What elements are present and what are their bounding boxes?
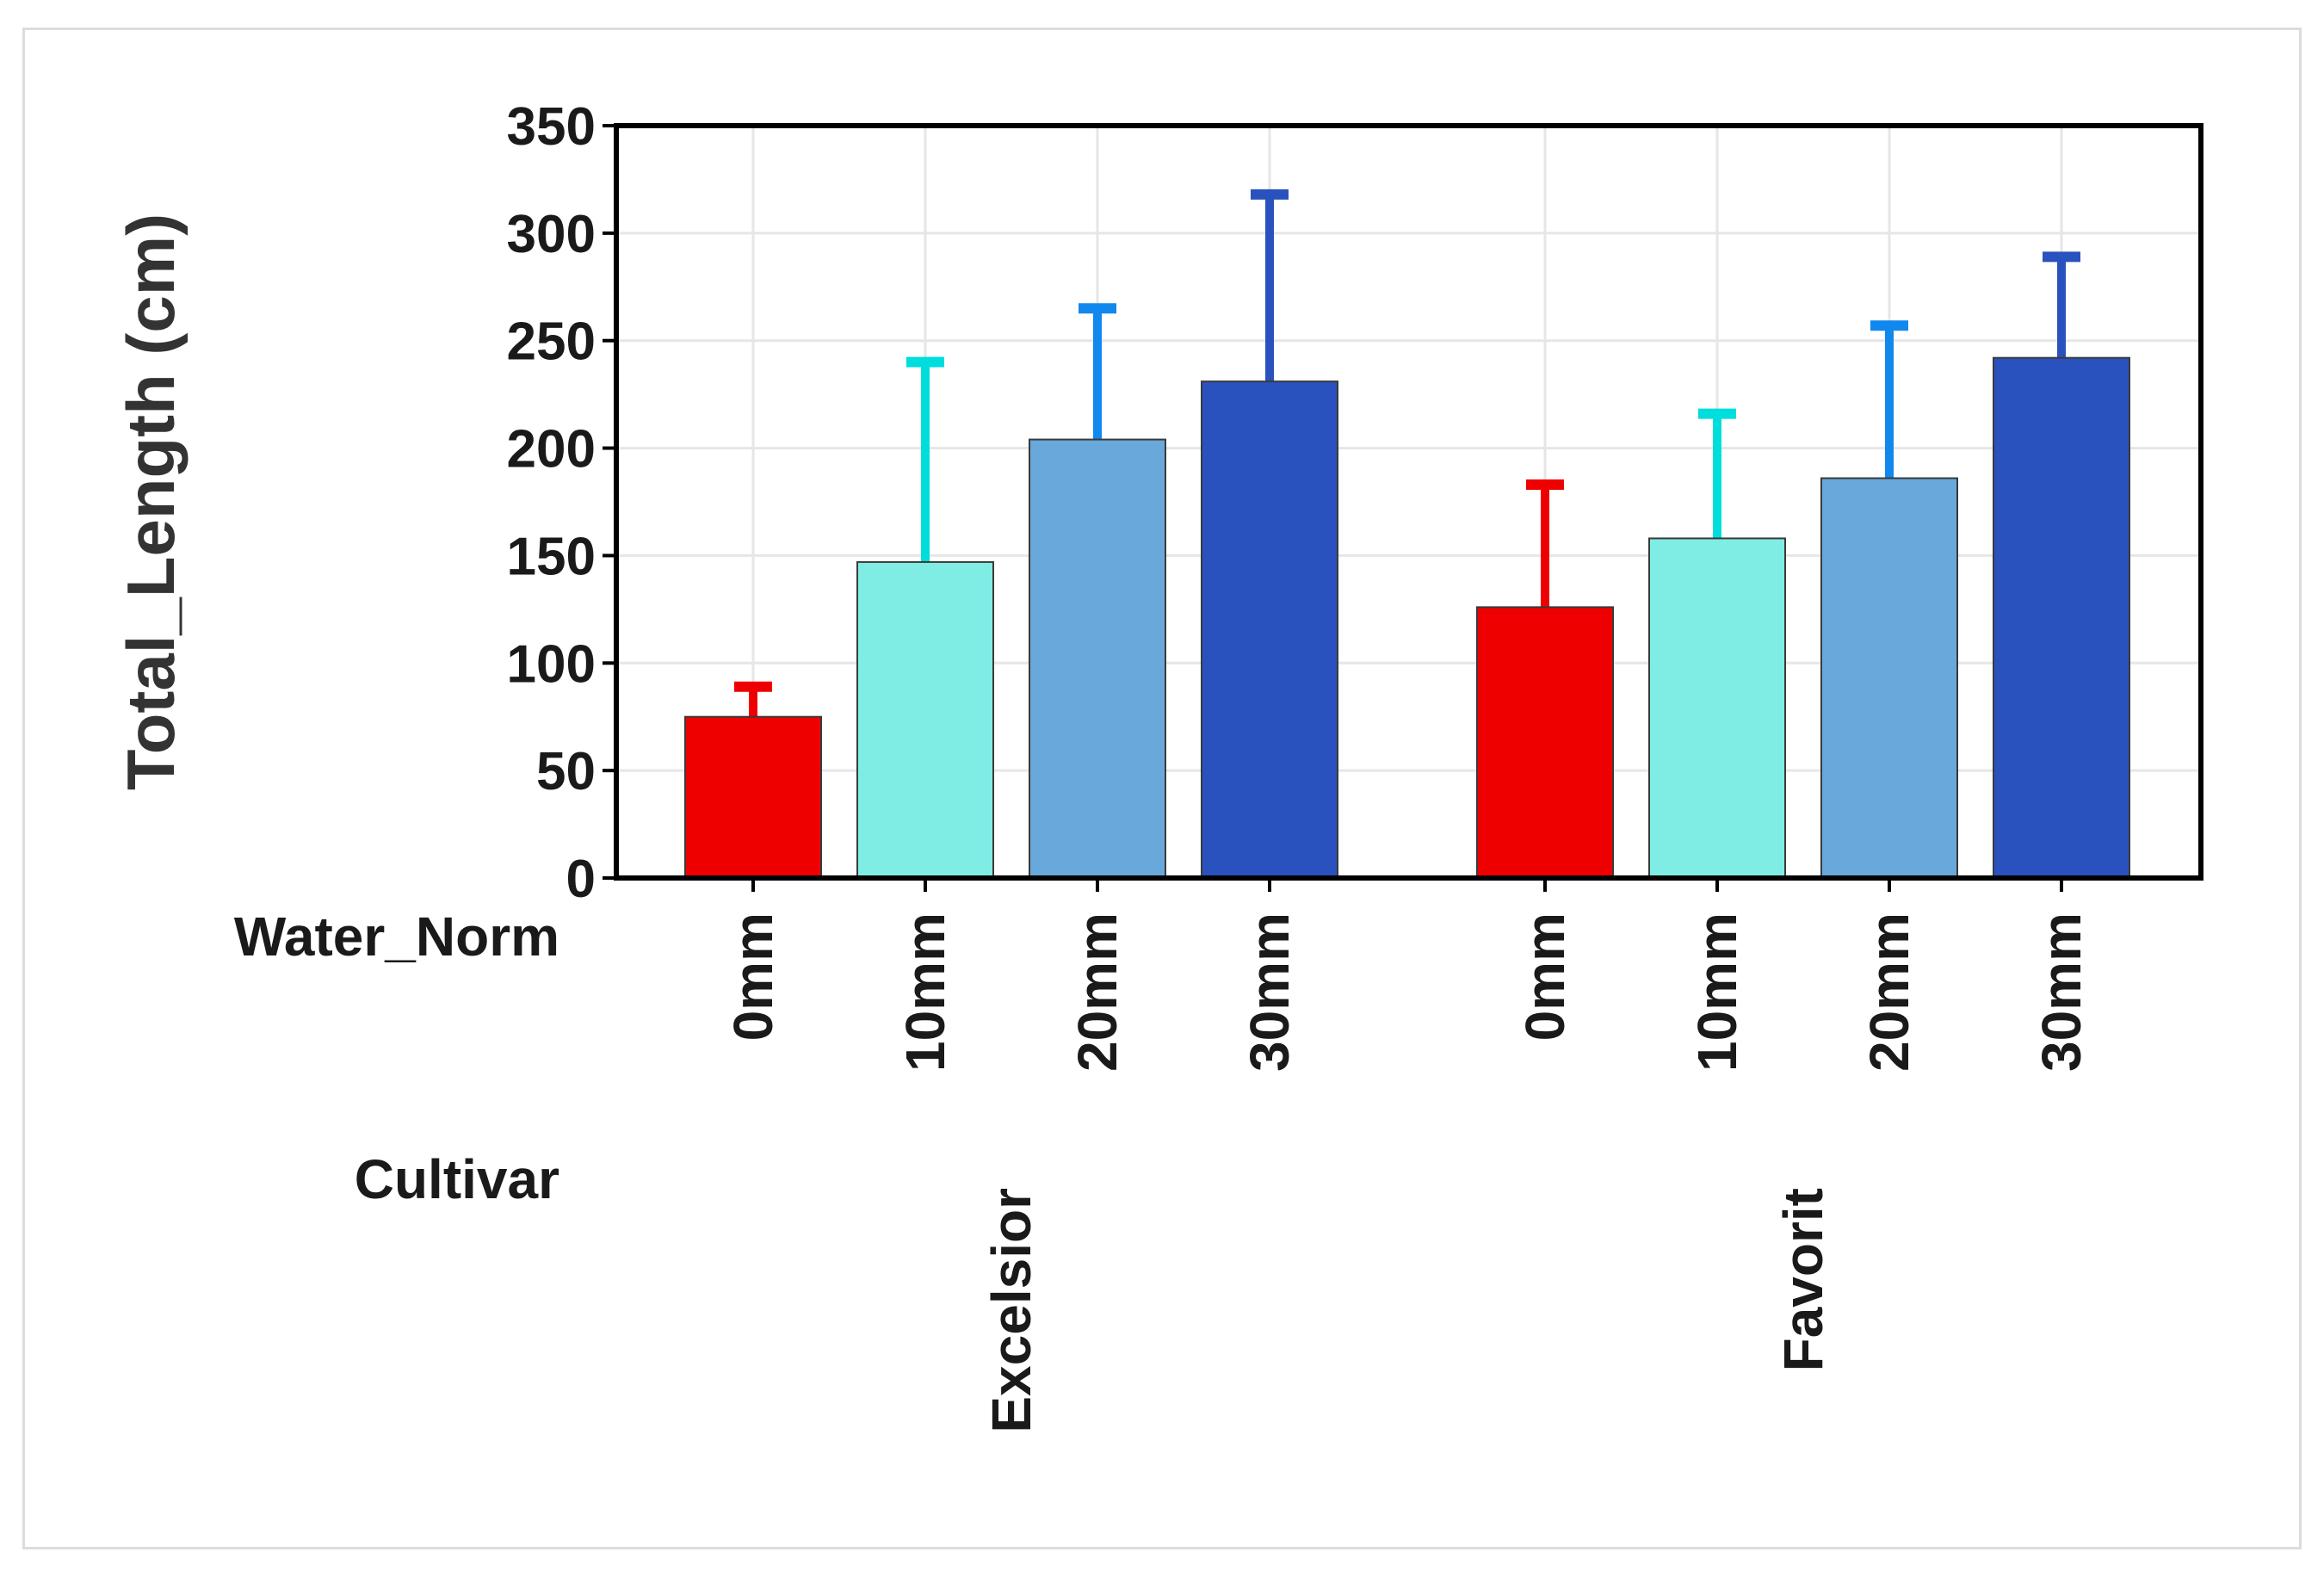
bar-favorit-10mm xyxy=(1648,537,1786,879)
y-axis-title: Total_Length (cm) xyxy=(113,213,189,790)
y-tick-label-150: 150 xyxy=(507,527,596,586)
x-tick-label-excelsior-30mm: 30mm xyxy=(1239,912,1301,1072)
x-row-label-cultivar: Cultivar xyxy=(355,1148,559,1210)
y-tick-label-100: 100 xyxy=(507,634,596,694)
y-axis-ticks: 0 50 100 150 200 250 300 350 xyxy=(507,97,616,909)
x-tick-label-favorit-10mm: 10mm xyxy=(1686,912,1748,1072)
gridlines xyxy=(616,124,2201,878)
bar-favorit-20mm xyxy=(1820,477,1958,879)
x-tick-label-excelsior-0mm: 0mm xyxy=(722,912,784,1041)
bar-excelsior-0mm xyxy=(684,715,822,880)
y-tick-label-200: 200 xyxy=(507,420,596,479)
bars xyxy=(684,189,2130,880)
bar-excelsior-20mm xyxy=(1029,438,1166,879)
plot-border xyxy=(614,123,2203,881)
y-tick-label-300: 300 xyxy=(507,205,596,264)
plot-frame xyxy=(614,123,2203,881)
x-tick-label-excelsior-10mm: 10mm xyxy=(894,912,956,1072)
bar-excelsior-30mm xyxy=(1201,380,1338,880)
x-axis-ticks: 0mm 10mm 20mm 30mm Excelsior 0mm 10mm 20mm 30mm F… xyxy=(722,878,2092,1433)
bar-favorit-0mm xyxy=(1476,606,1614,879)
y-tick-label-0: 0 xyxy=(566,850,596,909)
x-row-label-water-norm: Water_Norm xyxy=(234,906,559,968)
bar-favorit-30mm xyxy=(1993,356,2130,880)
group-label-excelsior: Excelsior xyxy=(980,1188,1042,1433)
x-tick-label-favorit-30mm: 30mm xyxy=(2030,912,2092,1072)
bar-excelsior-10mm xyxy=(856,560,994,879)
group-label-favorit: Favorit xyxy=(1772,1188,1834,1371)
x-tick-label-favorit-0mm: 0mm xyxy=(1514,912,1576,1041)
x-tick-label-favorit-20mm: 20mm xyxy=(1858,912,1920,1072)
x-tick-label-excelsior-20mm: 20mm xyxy=(1066,912,1128,1072)
y-tick-label-250: 250 xyxy=(507,312,596,372)
y-tick-label-50: 50 xyxy=(536,742,596,801)
y-tick-label-350: 350 xyxy=(507,97,596,157)
